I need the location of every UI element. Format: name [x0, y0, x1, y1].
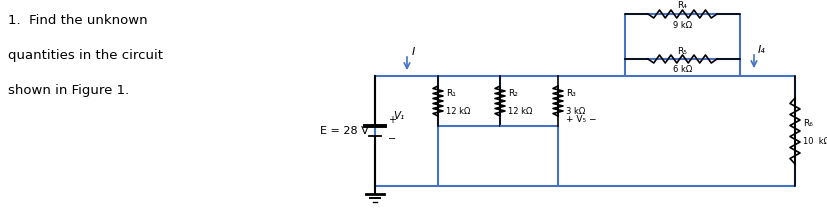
Text: R₂: R₂	[508, 89, 517, 98]
Text: E = 28 V: E = 28 V	[320, 126, 369, 136]
Text: 6 kΩ: 6 kΩ	[672, 65, 691, 74]
Text: +: +	[388, 115, 395, 125]
Text: I: I	[412, 47, 415, 57]
Text: 12 kΩ: 12 kΩ	[446, 107, 470, 116]
Text: −: −	[388, 134, 395, 144]
Text: 9 kΩ: 9 kΩ	[672, 21, 691, 30]
Text: quantities in the circuit: quantities in the circuit	[8, 49, 163, 62]
Text: I₄: I₄	[757, 45, 765, 55]
Text: 10  kΩ: 10 kΩ	[802, 137, 827, 146]
Text: R₄: R₄	[676, 1, 686, 10]
Text: 12 kΩ: 12 kΩ	[508, 107, 532, 116]
Text: 3 kΩ: 3 kΩ	[566, 107, 585, 116]
Text: R₃: R₃	[566, 89, 576, 98]
Text: + V₅ −: + V₅ −	[566, 115, 595, 124]
Text: 1.  Find the unknown: 1. Find the unknown	[8, 14, 147, 27]
Text: R₁: R₁	[446, 89, 456, 98]
Text: R₅: R₅	[676, 47, 686, 56]
Text: R₆: R₆	[802, 119, 812, 128]
Text: V₁: V₁	[393, 111, 404, 121]
Text: shown in Figure 1.: shown in Figure 1.	[8, 84, 129, 97]
